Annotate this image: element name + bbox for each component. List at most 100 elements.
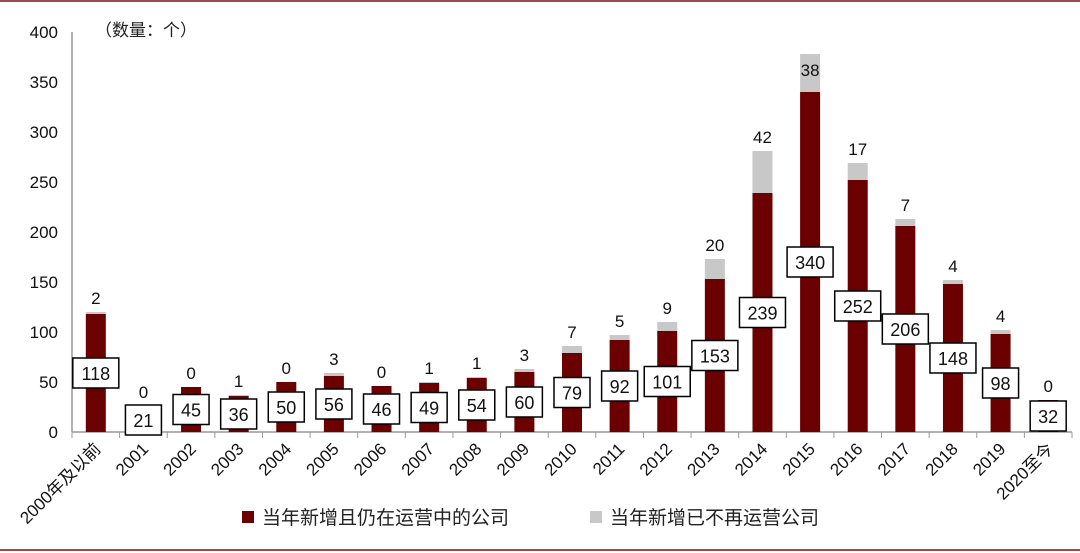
y-tick-label: 100 (30, 323, 58, 342)
data-label-box (600, 370, 639, 402)
data-label-operating: 54 (467, 396, 487, 416)
data-label-operating: 21 (133, 411, 153, 431)
data-label-operating: 252 (843, 297, 873, 317)
bar-closed (895, 219, 916, 226)
data-label-closed: 0 (186, 364, 195, 383)
legend-item-operating: 当年新增且仍在运营中的公司 (242, 503, 509, 530)
y-tick-label: 400 (30, 23, 58, 42)
data-label-closed: 4 (948, 257, 957, 276)
legend-item-closed: 当年新增已不再运营公司 (590, 503, 819, 530)
x-tick-label: 2006 (350, 439, 390, 479)
legend-label-operating: 当年新增且仍在运营中的公司 (262, 507, 510, 529)
bar-closed (466, 377, 487, 378)
x-tick-label: 2007 (398, 439, 438, 479)
data-label-box (219, 398, 258, 430)
x-tick-label: 2018 (922, 439, 962, 479)
data-label-operating: 32 (1038, 407, 1058, 427)
data-label-operating: 101 (652, 373, 682, 393)
data-label-closed: 1 (472, 354, 481, 373)
data-label-closed: 7 (901, 196, 910, 215)
x-tick-label: 2017 (874, 439, 914, 479)
data-label-box (643, 365, 691, 398)
data-label-closed: 20 (705, 236, 724, 255)
x-tick-label: 2005 (303, 439, 343, 479)
data-label-box (929, 342, 977, 374)
data-label-closed: 3 (520, 346, 529, 365)
data-label-box (72, 357, 120, 389)
x-tick-label: 2012 (636, 439, 676, 479)
data-label-closed: 1 (424, 359, 433, 378)
data-label-closed: 17 (848, 140, 867, 159)
data-label-closed: 5 (615, 312, 624, 331)
bar-closed (609, 335, 630, 340)
legend-swatch-closed (590, 510, 602, 523)
x-tick-label: 2001 (112, 439, 152, 479)
data-label-operating: 56 (324, 395, 344, 415)
y-tick-label: 250 (30, 173, 58, 192)
x-tick-label: 2003 (207, 439, 247, 479)
bottom-rule (0, 549, 1080, 551)
bar-closed (704, 259, 725, 279)
x-tick-label: 2011 (589, 439, 628, 478)
data-label-closed: 0 (377, 363, 386, 382)
y-tick-label: 0 (49, 423, 58, 442)
bar-closed (990, 330, 1011, 334)
data-label-closed: 38 (801, 61, 820, 80)
unit-label: （数量：个） (95, 21, 197, 41)
data-label-box (315, 388, 353, 420)
data-label-operating: 153 (700, 347, 730, 367)
data-label-operating: 148 (938, 349, 968, 369)
data-label-closed: 7 (567, 323, 576, 342)
data-label-operating: 50 (276, 398, 296, 418)
legend-swatch-operating (242, 510, 254, 523)
data-label-box (505, 386, 544, 418)
x-tick-label: 2009 (493, 439, 533, 479)
data-label-closed: 0 (1043, 377, 1052, 396)
data-label-box (833, 290, 882, 322)
bar-closed (419, 382, 440, 383)
top-rule (0, 0, 1080, 2)
y-tick-label: 300 (30, 123, 58, 142)
x-tick-label: 2015 (779, 439, 819, 479)
data-label-closed: 1 (234, 372, 243, 391)
data-label-operating: 79 (562, 384, 582, 404)
data-label-operating: 45 (181, 401, 201, 421)
bar-closed (514, 369, 535, 372)
x-tick-label: 2010 (541, 439, 581, 479)
x-tick-label: 2013 (684, 439, 724, 479)
data-label-operating: 239 (747, 304, 777, 324)
bar-closed (228, 395, 249, 396)
bar-closed (85, 312, 106, 314)
data-label-box (458, 389, 496, 421)
data-label-box (172, 393, 210, 426)
data-label-box (553, 376, 591, 409)
data-label-closed: 4 (996, 307, 1005, 326)
data-label-operating: 340 (795, 253, 825, 273)
bar-closed (800, 54, 821, 92)
x-tick-label: 2016 (826, 439, 866, 479)
x-tick-label: 2000年及以前 (16, 439, 104, 527)
data-label-box (1029, 400, 1067, 432)
x-tick-label: 2008 (445, 439, 485, 479)
y-tick-label: 350 (30, 73, 58, 92)
bar-closed (752, 151, 773, 193)
x-tick-label: 2019 (969, 439, 1009, 479)
data-label-operating: 98 (991, 374, 1011, 394)
data-label-operating: 206 (890, 320, 920, 340)
data-label-closed: 3 (329, 350, 338, 369)
data-label-box (124, 404, 163, 436)
y-tick-label: 200 (30, 223, 58, 242)
data-label-operating: 92 (610, 377, 630, 397)
bar-closed (657, 322, 678, 331)
bar-closed (847, 163, 868, 180)
data-label-box (362, 393, 401, 425)
x-tick-label: 2014 (731, 439, 771, 479)
data-label-box (267, 391, 306, 423)
data-label-operating: 118 (81, 364, 110, 384)
data-label-box (786, 246, 834, 278)
data-label-box (881, 313, 930, 345)
data-label-operating: 36 (229, 405, 249, 425)
data-label-operating: 60 (514, 393, 534, 413)
data-label-operating: 49 (419, 399, 439, 419)
